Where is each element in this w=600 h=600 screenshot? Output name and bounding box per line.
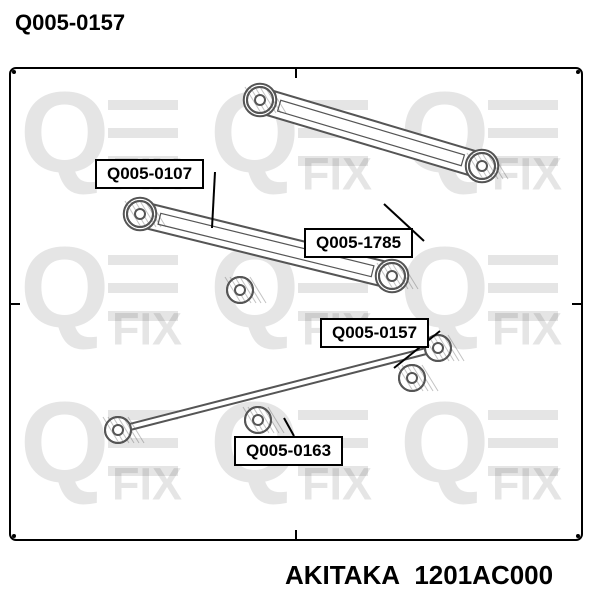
footer-brand: AKITAKA 1201AC000 (285, 560, 553, 591)
label-q005-1785: Q005-1785 (304, 228, 413, 258)
svg-text:FIX: FIX (112, 303, 182, 354)
svg-text:FIX: FIX (112, 458, 182, 509)
bushing (397, 365, 440, 391)
page-title: Q005-0157 (15, 10, 125, 36)
label-q005-0107: Q005-0107 (95, 159, 204, 189)
brand-name: AKITAKA (285, 560, 399, 590)
svg-text:FIX: FIX (492, 148, 562, 199)
svg-text:Q: Q (400, 379, 489, 507)
svg-text:Q: Q (20, 224, 109, 352)
bushing (243, 407, 286, 433)
label-q005-0157: Q005-0157 (320, 318, 429, 348)
svg-text:Q: Q (20, 379, 109, 507)
diagram-canvas: QFIXQFIXQFIXQFIXQFIXQFIXQFIXQFIXQFIX (0, 0, 600, 600)
svg-text:FIX: FIX (302, 148, 372, 199)
brand-partno: 1201AC000 (414, 560, 553, 590)
label-q005-0163: Q005-0163 (234, 436, 343, 466)
svg-text:FIX: FIX (492, 458, 562, 509)
svg-text:FIX: FIX (492, 303, 562, 354)
